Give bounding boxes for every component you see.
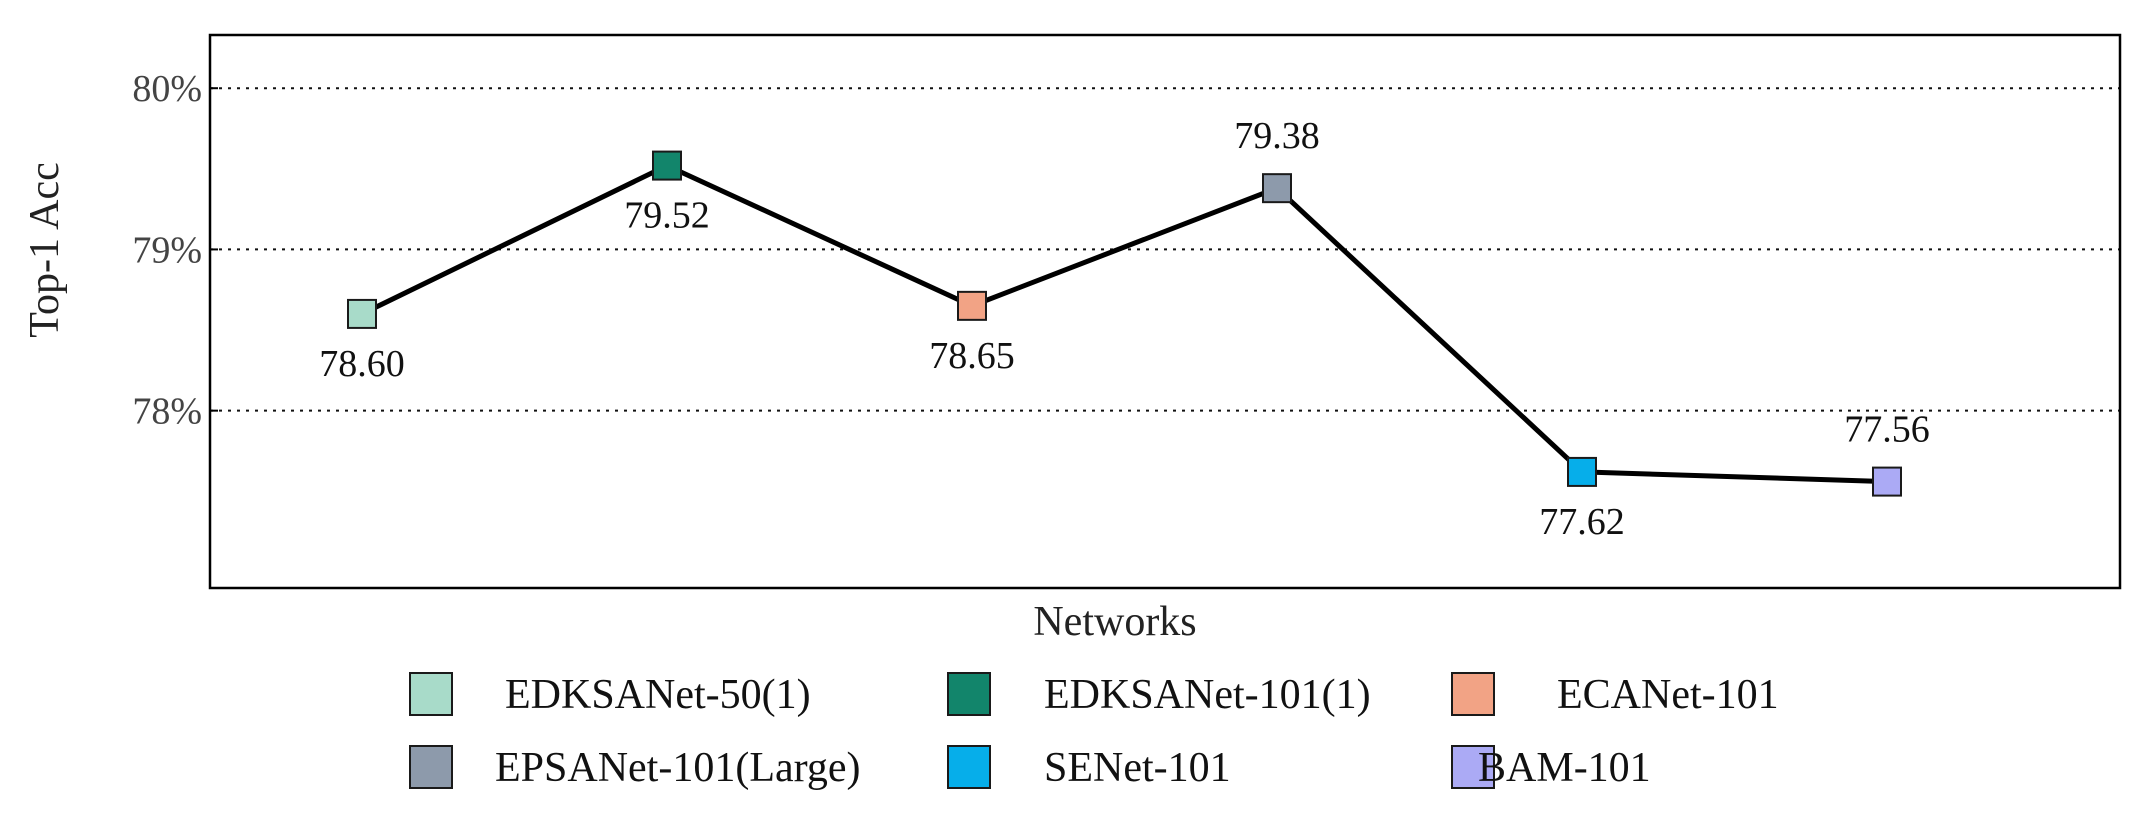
- legend-label: BAM-101: [1478, 745, 1651, 791]
- plot-frame: [208, 33, 2122, 590]
- y-grid: [210, 87, 2120, 412]
- data-marker: [1872, 466, 1902, 497]
- data-marker: [1567, 456, 1597, 487]
- series-line: [360, 163, 1888, 485]
- data-label: 78.60: [319, 343, 405, 385]
- legend-label: EDKSANet-101(1): [1044, 672, 1371, 718]
- legend-swatch: [947, 745, 991, 789]
- y-tick-label: 79%: [132, 229, 202, 271]
- legend-label: ECANet-101: [1557, 672, 1779, 718]
- legend-swatch: [409, 672, 453, 716]
- data-label: 79.38: [1234, 115, 1320, 157]
- data-label: 78.65: [929, 335, 1015, 377]
- x-axis-title: Networks: [1033, 599, 1196, 645]
- legend-swatch: [409, 745, 453, 789]
- legend-label: EDKSANet-50(1): [505, 672, 811, 718]
- data-marker: [652, 150, 682, 181]
- data-marker: [1262, 173, 1292, 204]
- legend-swatch: [947, 672, 991, 716]
- legend: EDKSANet-50(1) EDKSANet-101(1) ECANet-101 E…: [409, 672, 1779, 791]
- y-tick-label: 78%: [132, 391, 202, 433]
- data-labels: 78.60 79.52 78.65 79.38 77.62 77.56: [319, 115, 1930, 543]
- y-axis-title: Top-1 Acc: [22, 162, 68, 338]
- legend-swatch: [1451, 745, 1495, 789]
- data-label: 79.52: [624, 195, 710, 237]
- data-marker: [957, 290, 987, 321]
- legend-label: EPSANet-101(Large): [495, 745, 860, 791]
- y-tick-labels: 78% 79% 80%: [132, 68, 202, 432]
- legend-swatch: [1451, 672, 1495, 716]
- legend-label: SENet-101: [1044, 745, 1231, 791]
- y-tick-label: 80%: [132, 68, 202, 110]
- data-markers: [347, 150, 1902, 497]
- data-label: 77.56: [1844, 409, 1930, 451]
- data-marker: [347, 298, 377, 329]
- data-label: 77.62: [1539, 501, 1625, 543]
